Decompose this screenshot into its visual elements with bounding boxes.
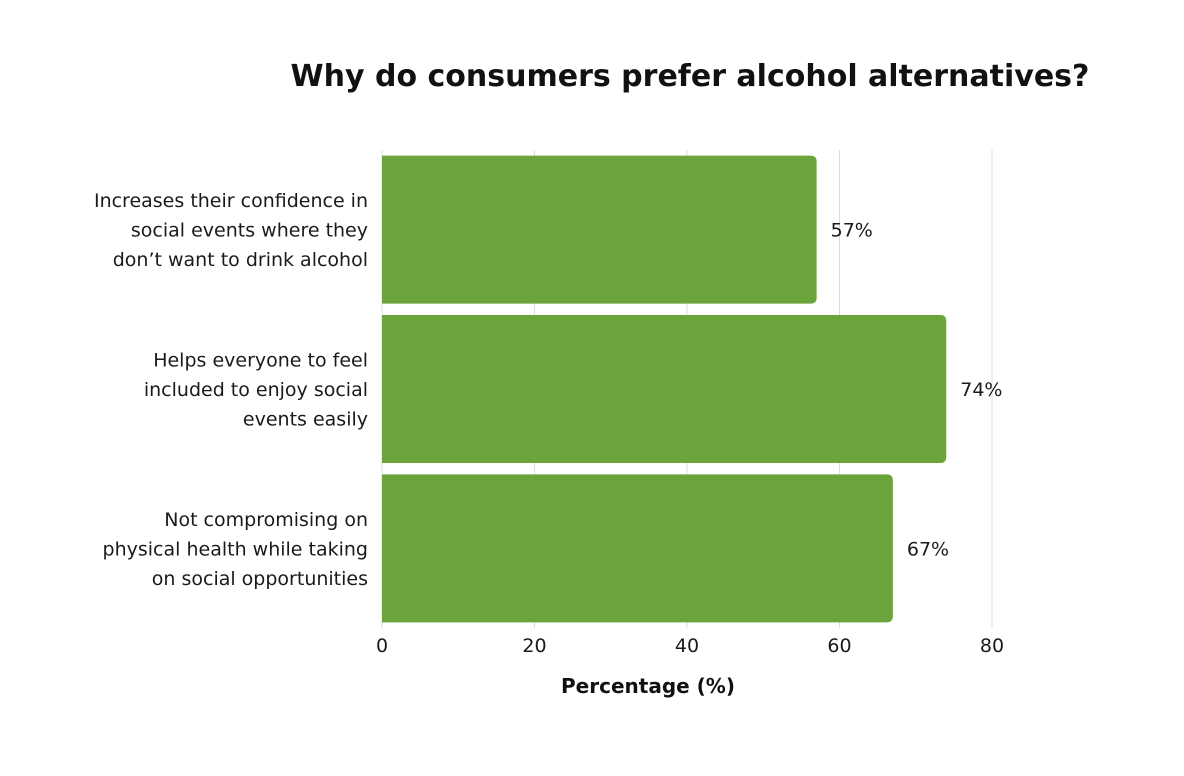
category-label-2: Not compromising on physical health while… [103, 509, 368, 590]
x-tick-label-2: 40 [675, 635, 699, 657]
category-label-0: Increases their confidence in social even… [94, 190, 368, 271]
x-tick-label-3: 60 [827, 635, 851, 657]
value-label-1: 74% [960, 379, 1002, 401]
bar-2 [382, 474, 893, 623]
value-label-2: 67% [907, 538, 949, 560]
x-tick-label-0: 0 [376, 635, 388, 657]
value-label-0: 57% [831, 220, 873, 242]
x-axis-ticks: 0 20 40 60 80 [376, 635, 1004, 657]
category-label-1: Helps everyone to feel included to enjoy … [144, 350, 368, 431]
chart-title: Why do consumers prefer alcohol alternat… [291, 59, 1090, 94]
bar-1 [382, 315, 947, 463]
x-tick-label-4: 80 [980, 635, 1004, 657]
x-axis-title: Percentage (%) [561, 674, 735, 698]
bars: 57% 74% 67% [382, 155, 1002, 623]
category-labels: Increases their confidence in social even… [94, 190, 368, 590]
bar-0 [382, 155, 817, 304]
x-tick-label-1: 20 [522, 635, 546, 657]
